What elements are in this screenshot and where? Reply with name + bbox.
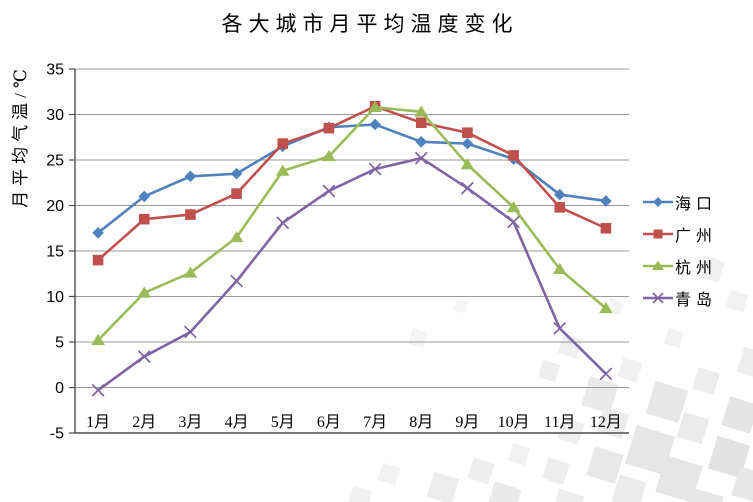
y-tick-label: 15 (46, 244, 64, 261)
marker-square (653, 229, 663, 239)
marker-triangle (137, 286, 152, 298)
marker-triangle (652, 260, 664, 270)
x-category-label: 5月 (271, 414, 295, 431)
marker-triangle (368, 100, 382, 113)
legend-marker-icon (643, 260, 673, 270)
legend-label: 海口 (675, 196, 718, 213)
y-tick-label: 20 (46, 198, 64, 215)
legend-item-2: 杭州 (643, 250, 717, 282)
marker-triangle (599, 302, 613, 314)
legend-label: 青岛 (675, 292, 718, 309)
marker-triangle (183, 266, 198, 278)
chart-title: 各大城市月平均温度变化 (221, 12, 519, 36)
marker-diamond (92, 227, 104, 239)
x-category-label: 10月 (498, 414, 530, 431)
marker-square (231, 188, 242, 199)
x-category-label: 7月 (363, 414, 387, 431)
y-tick-label: 0 (55, 380, 64, 397)
marker-x (414, 151, 428, 165)
x-category-label: 8月 (409, 414, 433, 431)
marker-diamond (369, 118, 381, 131)
marker-triangle (506, 201, 521, 213)
x-category-label: 11月 (544, 414, 575, 431)
marker-square (138, 213, 150, 225)
marker-triangle (414, 105, 429, 117)
marker-triangle (229, 231, 244, 243)
legend-marker-icon (643, 229, 673, 239)
marker-x (507, 215, 520, 229)
marker-x (137, 350, 151, 363)
legend-item-3: 青岛 (643, 282, 717, 314)
x-category-label: 6月 (317, 414, 341, 431)
x-category-label: 9月 (455, 414, 479, 431)
legend-label: 广州 (675, 228, 718, 245)
marker-diamond (230, 167, 243, 180)
series-line-1 (97, 105, 607, 262)
marker-x (461, 181, 474, 195)
marker-diamond (461, 137, 474, 150)
x-category-label: 2月 (132, 414, 156, 431)
marker-triangle (552, 262, 567, 274)
marker-x (652, 292, 664, 304)
marker-square (185, 209, 196, 220)
y-tick-label: -5 (50, 426, 64, 443)
marker-square (600, 222, 612, 234)
legend: 海口 广州 杭州 青岛 (643, 186, 717, 314)
marker-diamond (653, 197, 663, 207)
marker-square (508, 150, 519, 161)
marker-x (322, 184, 336, 198)
y-tick-label: 5 (55, 335, 64, 352)
marker-triangle (275, 164, 290, 176)
marker-diamond (600, 195, 612, 207)
legend-item-1: 广州 (643, 218, 717, 250)
y-tick-label: 35 (46, 62, 64, 79)
series-line-2 (97, 105, 607, 342)
marker-triangle (91, 333, 105, 345)
marker-square (92, 254, 104, 266)
marker-square (554, 202, 566, 213)
marker-triangle (322, 150, 336, 162)
series-line-3 (97, 156, 607, 392)
legend-label: 杭州 (675, 260, 718, 277)
y-tick-label: 10 (46, 289, 64, 306)
legend-item-0: 海口 (643, 186, 717, 218)
x-category-label: 12月 (590, 414, 622, 431)
marker-square (415, 117, 427, 128)
marker-square (462, 127, 473, 138)
marker-diamond (138, 190, 151, 203)
x-category-label: 4月 (225, 414, 249, 431)
y-tick-label: 25 (46, 153, 64, 170)
x-category-label: 1月 (86, 414, 110, 431)
marker-square (277, 138, 289, 149)
marker-x (599, 367, 613, 381)
y-axis-title: 月平均气温/℃ (11, 64, 30, 208)
marker-square (323, 122, 335, 134)
marker-triangle (460, 158, 475, 170)
marker-x (368, 162, 382, 176)
legend-marker-icon (643, 197, 673, 207)
marker-diamond (184, 170, 197, 183)
x-category-label: 3月 (178, 414, 202, 431)
marker-diamond (553, 188, 566, 201)
marker-diamond (415, 136, 428, 148)
legend-marker-icon (643, 292, 673, 304)
marker-x (230, 274, 243, 288)
marker-x (553, 321, 567, 335)
marker-x (276, 216, 290, 230)
marker-x (184, 325, 197, 339)
y-tick-label: 30 (46, 107, 64, 124)
marker-x (91, 383, 105, 397)
